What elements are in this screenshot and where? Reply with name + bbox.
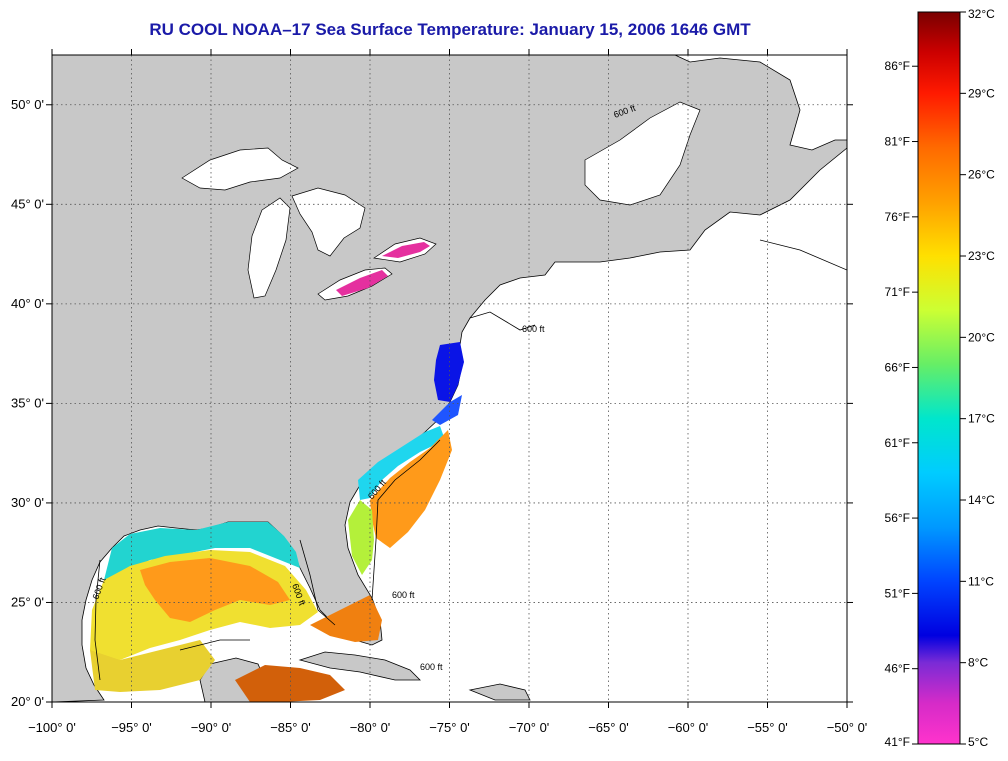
lon-tick-label: −70° 0'	[509, 720, 550, 735]
sst-caribbean-warm	[235, 665, 345, 702]
sst-chesapeake-cold	[434, 342, 464, 402]
colorbar-fahrenheit-label: 86°F	[885, 59, 910, 73]
colorbar-celsius-label: 11°C	[968, 574, 994, 588]
colorbar-fahrenheit-label: 76°F	[885, 210, 910, 224]
sst-gulf-loop-warm	[140, 558, 290, 622]
lon-tick-label: −90° 0'	[191, 720, 232, 735]
sst-gulfstream-warm	[370, 430, 452, 548]
colorbar	[917, 11, 961, 745]
colorbar-celsius-label: 5°C	[968, 735, 988, 749]
lat-tick-label: 50° 0'	[11, 97, 44, 112]
colorbar-fahrenheit-label: 46°F	[885, 662, 910, 676]
longitude-labels: −100° 0' −95° 0' −90° 0' −85° 0' −80° 0' −75°…	[28, 49, 867, 735]
colorbar-celsius-label: 23°C	[968, 249, 995, 263]
lake-superior	[181, 147, 299, 191]
lake-michigan	[247, 197, 291, 299]
lat-tick-label: 30° 0'	[11, 495, 44, 510]
lat-tick-label: 35° 0'	[11, 395, 44, 410]
sst-florida-shelf	[348, 500, 374, 575]
graticule	[52, 55, 847, 702]
colorbar-fahrenheit-label: 61°F	[885, 436, 910, 450]
colorbar-fahrenheit-label: 41°F	[885, 735, 910, 749]
lake-huron	[291, 187, 366, 257]
lon-tick-label: −100° 0'	[28, 720, 76, 735]
lat-tick-label: 25° 0'	[11, 594, 44, 609]
colorbar-celsius-label: 8°C	[968, 656, 988, 670]
colorbar-fahrenheit-label: 66°F	[885, 360, 910, 374]
sst-lake-cold	[336, 270, 388, 296]
colorbar-celsius-label: 26°C	[968, 168, 995, 182]
lon-tick-label: −55° 0'	[747, 720, 788, 735]
lon-tick-label: −85° 0'	[270, 720, 311, 735]
map-title: RU COOL NOAA–17 Sea Surface Temperature:…	[149, 20, 751, 39]
colorbar-celsius-label: 20°C	[968, 330, 995, 344]
isobath-line-atlantic	[94, 239, 847, 681]
colorbar-celsius-label: 29°C	[968, 86, 995, 100]
colorbar-celsius-ticks: 32°C 29°C 26°C 23°C 20°C 17°C 14°C 11°C 8°C 5°C	[960, 7, 995, 749]
sst-carolina-shelf	[358, 426, 445, 500]
sst-lake-ontario-cold	[382, 242, 430, 258]
latitude-labels: 50° 0' 45° 0' 40° 0' 35° 0' 30° 0' 25° 0' 20° …	[11, 97, 853, 709]
lon-tick-label: −95° 0'	[111, 720, 152, 735]
colorbar-fahrenheit-ticks: 86°F 81°F 76°F 71°F 66°F 61°F 56°F 51°F 46°F 41°F	[885, 59, 918, 749]
sst-shelf-cold	[432, 395, 462, 425]
sst-florida-strait-warm	[310, 595, 382, 642]
isobath-label-bahamas: 600 ft	[392, 590, 415, 600]
lon-tick-label: −75° 0'	[429, 720, 470, 735]
colorbar-celsius-label: 17°C	[968, 412, 995, 426]
colorbar-fahrenheit-label: 51°F	[885, 586, 910, 600]
lat-tick-label: 40° 0'	[11, 296, 44, 311]
sst-gulf-south	[90, 640, 215, 692]
lon-tick-label: −80° 0'	[350, 720, 391, 735]
isobath-label-atlantic: 600 ft	[522, 324, 545, 334]
colorbar-fahrenheit-label: 81°F	[885, 135, 910, 149]
lat-tick-label: 20° 0'	[11, 694, 44, 709]
colorbar-celsius-label: 32°C	[968, 7, 995, 21]
lat-tick-label: 45° 0'	[11, 196, 44, 211]
isobath-label-caribbean: 600 ft	[420, 662, 443, 672]
lon-tick-label: −60° 0'	[668, 720, 709, 735]
cuba-land	[298, 651, 421, 681]
colorbar-fahrenheit-label: 71°F	[885, 285, 910, 299]
hispaniola-land	[468, 683, 531, 701]
colorbar-fahrenheit-label: 56°F	[885, 511, 910, 525]
colorbar-celsius-label: 14°C	[968, 493, 995, 507]
lon-tick-label: −65° 0'	[588, 720, 629, 735]
lon-tick-label: −50° 0'	[827, 720, 868, 735]
gulf-of-st-lawrence	[584, 101, 701, 206]
sst-gulf-coastal	[104, 522, 300, 580]
